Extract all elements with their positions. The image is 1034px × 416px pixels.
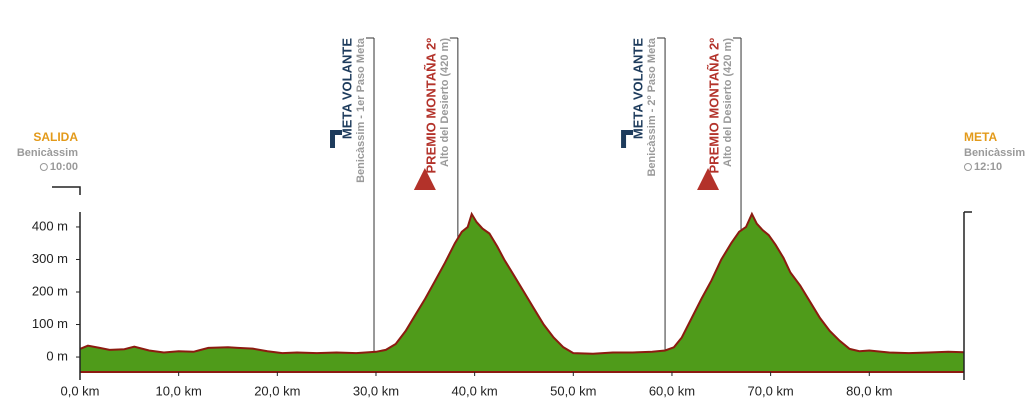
stage-point-title: META (964, 130, 997, 144)
stage-point-place: Benicàssim (17, 147, 78, 159)
y-tick-label: 200 m (32, 283, 68, 298)
x-tick-label: 70,0 km (748, 383, 794, 398)
stage-point-time: 12:10 (974, 161, 1002, 173)
stage-point-title: SALIDA (33, 130, 78, 144)
y-tick-label: 300 m (32, 251, 68, 266)
y-tick-label: 400 m (32, 218, 68, 233)
annotation-title: PREMIO MONTAÑA 2º (706, 38, 721, 174)
flag-icon (330, 130, 343, 148)
annotation-subtitle: Benicàssim - 1er Paso Meta (355, 37, 367, 183)
mountain-icon (413, 168, 436, 190)
y-tick-label: 0 m (46, 348, 68, 363)
mountain-icon (697, 168, 720, 190)
clock-icon (39, 163, 48, 171)
x-tick-label: 20,0 km (254, 383, 300, 398)
stage-point-place: Benicàssim (964, 147, 1025, 159)
x-tick-label: 50,0 km (550, 383, 596, 398)
y-tick-label: 100 m (32, 316, 68, 331)
stage-point-time: 10:00 (50, 161, 78, 173)
annotation-title: META VOLANTE (630, 38, 645, 139)
x-tick-label: 30,0 km (353, 383, 399, 398)
x-tick-label: 60,0 km (649, 383, 695, 398)
x-tick-label: 0,0 km (60, 383, 99, 398)
clock-icon (964, 163, 972, 171)
x-tick-label: 10,0 km (156, 383, 202, 398)
start-bracket (52, 186, 81, 195)
annotation-subtitle: Alto del Desierto (420 m) (722, 38, 734, 167)
area-fill (80, 214, 964, 372)
annotation-subtitle: Benicàssim - 2º Paso Meta (646, 37, 658, 176)
annotation-subtitle: Alto del Desierto (420 m) (439, 38, 451, 167)
profile-line (79, 211, 965, 355)
flag-icon (621, 130, 634, 148)
x-tick-label: 40,0 km (452, 383, 498, 398)
annotation-title: META VOLANTE (339, 38, 354, 139)
x-tick-label: 80,0 km (846, 383, 892, 398)
annotation-title: PREMIO MONTAÑA 2º (423, 38, 438, 174)
